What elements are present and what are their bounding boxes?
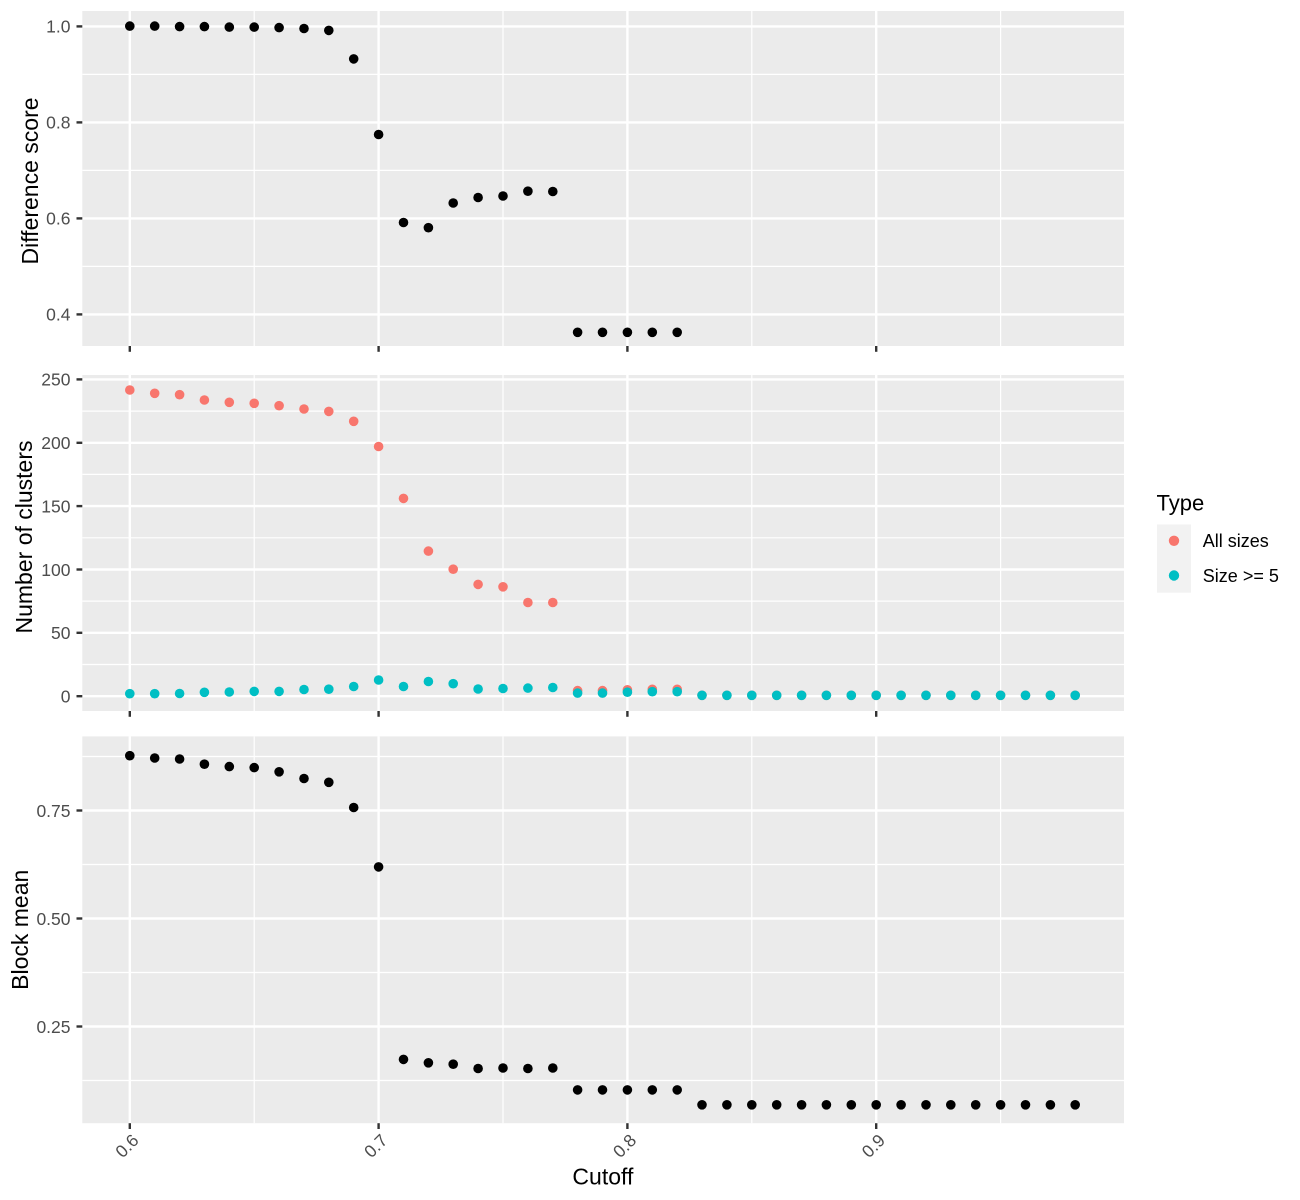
svg-text:All sizes: All sizes [1203,531,1269,551]
svg-text:Difference score: Difference score [17,97,43,264]
svg-text:Type: Type [1157,491,1205,516]
svg-text:1.0: 1.0 [46,17,71,37]
svg-text:200: 200 [41,433,70,453]
svg-text:Number of clusters: Number of clusters [11,440,37,633]
svg-text:0.8: 0.8 [46,113,70,133]
svg-text:Cutoff: Cutoff [572,1164,634,1190]
svg-text:100: 100 [41,560,70,580]
svg-text:0.50: 0.50 [36,909,70,929]
svg-text:Size >= 5: Size >= 5 [1203,566,1279,586]
svg-text:Block mean: Block mean [7,870,33,990]
svg-text:250: 250 [41,370,70,390]
svg-text:0.4: 0.4 [46,305,71,325]
svg-text:150: 150 [41,496,70,516]
svg-text:0.75: 0.75 [36,801,70,821]
svg-text:0.25: 0.25 [36,1017,70,1037]
svg-text:0.6: 0.6 [46,209,70,229]
svg-text:0: 0 [61,687,71,707]
svg-text:50: 50 [51,623,71,643]
